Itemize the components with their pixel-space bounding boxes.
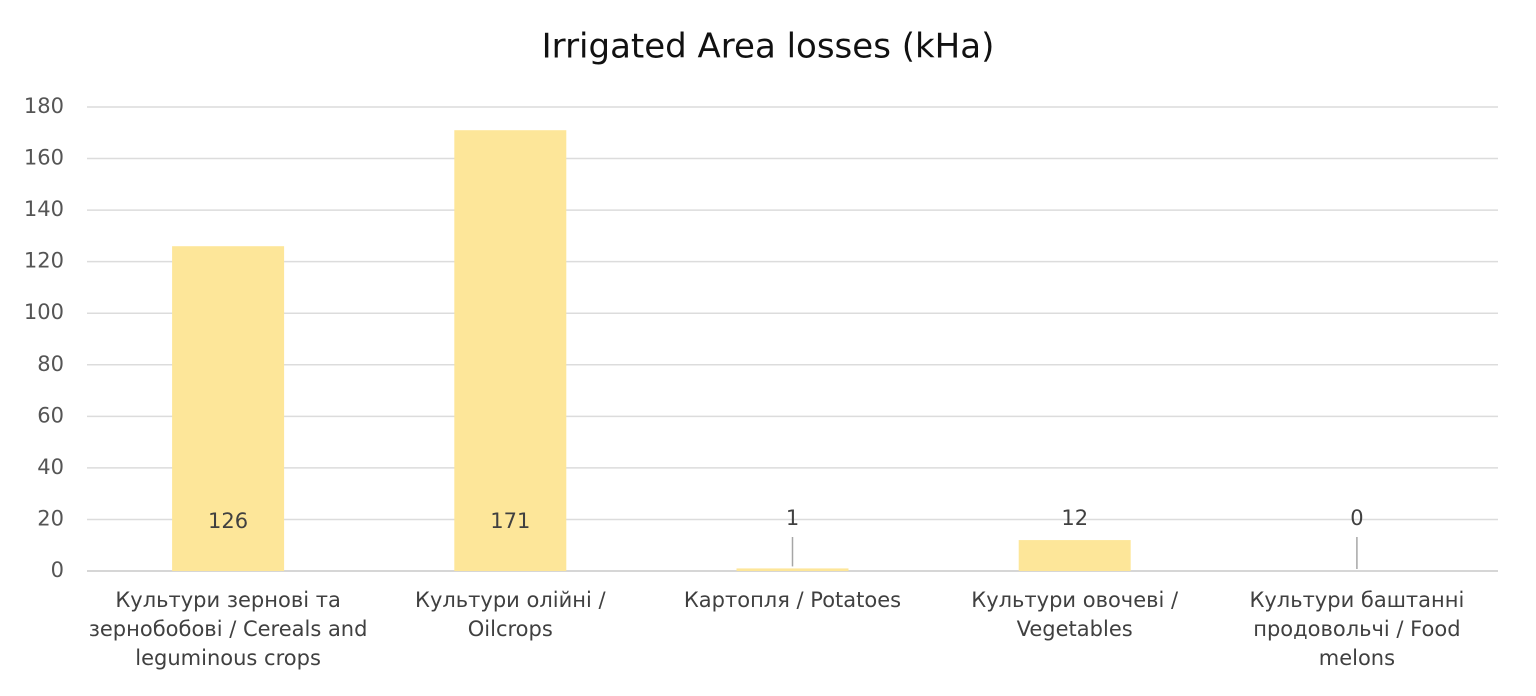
x-tick-label: Картопля / Potatoes <box>683 588 902 612</box>
bar <box>1018 540 1131 571</box>
y-tick-label: 0 <box>51 558 64 582</box>
y-tick-label: 100 <box>24 300 64 324</box>
chart-title: Irrigated Area losses (kHa) <box>542 27 995 67</box>
y-tick-label: 20 <box>37 506 64 530</box>
x-tick-label: Культури баштанні продовольчі / Food mel… <box>1249 588 1465 670</box>
bar <box>736 568 849 571</box>
y-tick-label: 120 <box>24 249 64 273</box>
y-tick-label: 60 <box>37 403 64 427</box>
x-tick-label: Культури овочеві / Vegetables <box>971 588 1179 641</box>
data-label: 0 <box>1350 506 1363 530</box>
bar <box>454 130 567 571</box>
y-tick-label: 140 <box>24 197 64 221</box>
bar <box>172 246 285 571</box>
x-tick-label: Культури зернові та зернобобові / Cereal… <box>88 588 368 670</box>
y-tick-label: 160 <box>24 146 64 170</box>
data-label: 126 <box>208 509 248 533</box>
y-tick-label: 80 <box>37 352 64 376</box>
data-label: 171 <box>490 509 530 533</box>
data-label: 1 <box>786 506 799 530</box>
data-label: 12 <box>1061 506 1088 530</box>
x-tick-label: Культури олійні / Oilcrops <box>415 588 606 641</box>
y-tick-label: 40 <box>37 455 64 479</box>
y-tick-label: 180 <box>24 94 64 118</box>
